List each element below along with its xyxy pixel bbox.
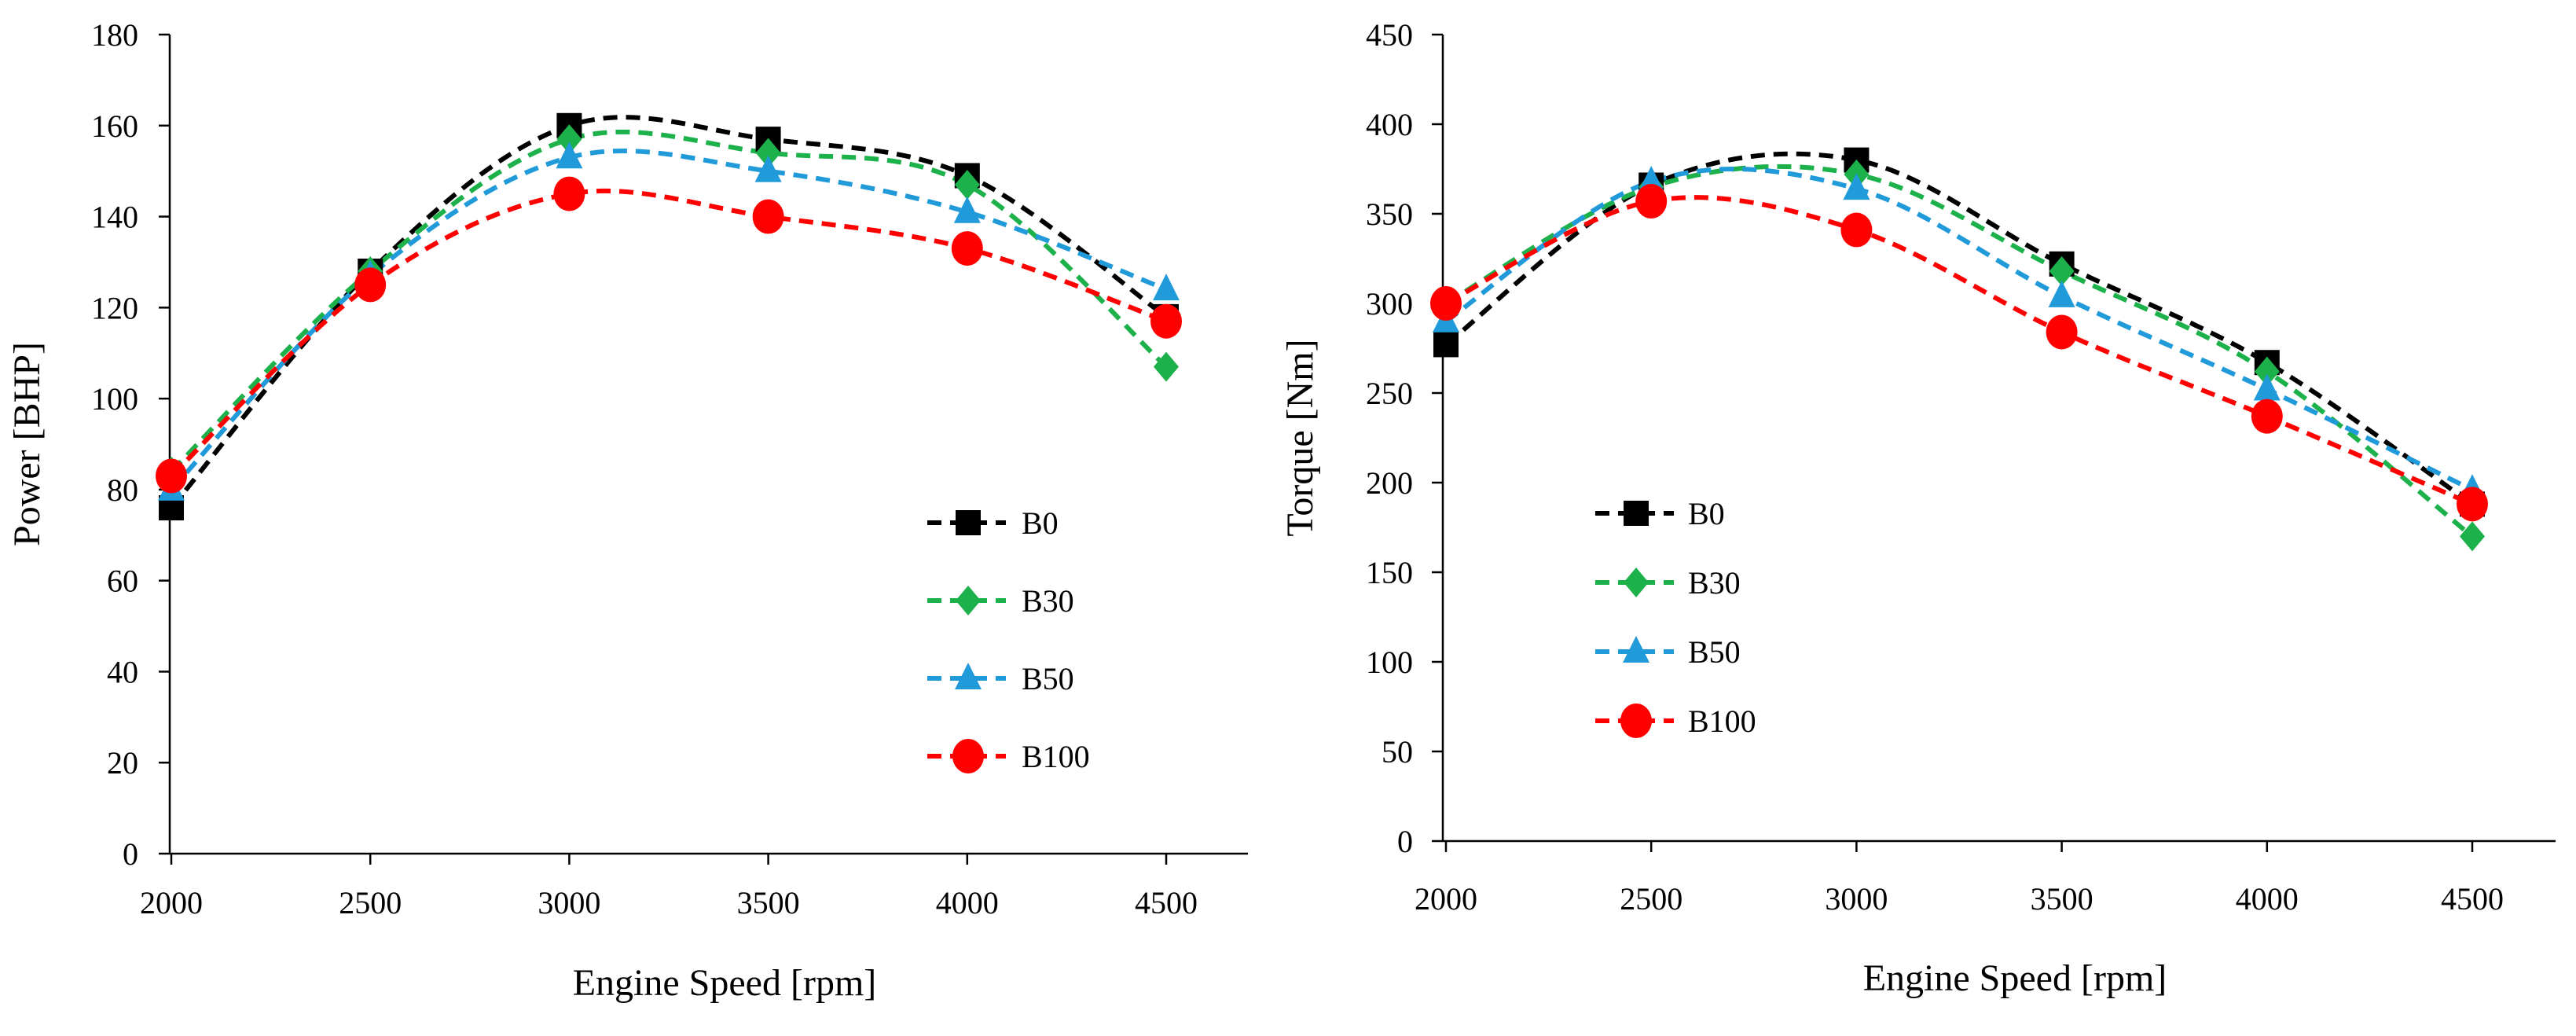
series-line-b0 [169, 115, 1168, 509]
y-tick-label: 50 [1382, 734, 1413, 770]
legend-marker-b30 [1624, 568, 1649, 597]
legend-label-b100: B100 [1022, 739, 1090, 774]
x-tick-label: 3500 [737, 885, 800, 920]
series-line-b50 [169, 149, 1168, 491]
y-tick-label: 400 [1366, 107, 1413, 142]
data-point-b50 [754, 155, 782, 182]
y-tick-label: 0 [1397, 824, 1413, 859]
legend: B0 B30 B50 B100 [927, 505, 1090, 774]
series-line-b100 [1444, 195, 2474, 507]
x-tick-label: 3000 [538, 885, 600, 920]
y-tick-label: 350 [1366, 197, 1413, 232]
y-tick-label: 0 [123, 836, 138, 872]
series-line-b30 [169, 129, 1169, 473]
data-point-b100 [1150, 303, 1182, 339]
x-tick-label: 2500 [1620, 881, 1682, 917]
x-axis-title: Engine Speed [rpm] [1863, 957, 2167, 999]
legend-marker-b50 [955, 663, 982, 689]
legend-label-b30: B30 [1688, 565, 1741, 601]
x-tick-label: 2000 [140, 885, 203, 920]
data-point-b50 [1153, 274, 1180, 301]
data-point-b100 [156, 458, 187, 494]
y-tick-label: 20 [107, 745, 138, 781]
y-axis-title: Torque [Nm] [1279, 339, 1321, 536]
chart-panel-1: 0 20 40 60 80 100 120 140 160 180 2000 2500 3000 3500… [6, 17, 1248, 1004]
data-point-b100 [2457, 487, 2488, 522]
data-point-b100 [2046, 314, 2078, 350]
data-point-b100 [2251, 399, 2283, 434]
data-point-b100 [1430, 286, 1462, 321]
legend-marker-b100 [1620, 704, 1652, 738]
legend-label-b30: B30 [1022, 583, 1074, 619]
legend-label-b100: B100 [1688, 704, 1756, 739]
series-line-b50 [1444, 167, 2474, 492]
x-tick-label: 4500 [1135, 885, 1198, 920]
data-point-b30 [1154, 351, 1179, 382]
x-tick-label: 4000 [2236, 881, 2299, 917]
legend-label-b50: B50 [1022, 661, 1074, 696]
y-tick-label: 80 [107, 472, 138, 508]
legend-marker-b0 [1624, 501, 1649, 526]
x-tick-label: 4000 [936, 885, 999, 920]
legend-marker-b0 [956, 510, 981, 535]
y-tick-label: 200 [1366, 465, 1413, 501]
data-point-b100 [752, 199, 784, 234]
x-tick-label: 3500 [2031, 881, 2093, 917]
data-point-b100 [1635, 184, 1668, 219]
legend: B0 B30 B50 B100 [1595, 496, 1756, 739]
data-point-b50 [953, 196, 981, 223]
y-tick-label: 100 [1366, 645, 1413, 680]
y-tick-label: 120 [91, 290, 138, 325]
data-point-b100 [553, 176, 585, 211]
y-tick-label: 300 [1366, 286, 1413, 321]
series-line-b30 [1444, 163, 2474, 538]
data-point-b30 [2254, 356, 2280, 387]
x-tick-label: 2000 [1415, 881, 1477, 917]
data-point-b30 [556, 124, 582, 155]
data-point-b100 [1840, 212, 1873, 248]
y-axis-title: Power [BHP] [6, 342, 48, 546]
y-tick-label: 250 [1366, 376, 1413, 411]
series-line-b100 [169, 188, 1168, 478]
legend-marker-b30 [956, 586, 981, 615]
legend-marker-b100 [952, 739, 984, 773]
data-point-b100 [354, 267, 387, 303]
chart-panel-2: 0 50 100 150 200 250 300 350 400 450 2000 2500 3000 3… [1279, 17, 2556, 999]
x-tick-label: 3000 [1825, 881, 1888, 917]
series-line-b0 [1444, 151, 2474, 506]
legend-marker-b50 [1623, 636, 1649, 663]
y-tick-label: 140 [91, 200, 138, 235]
data-point-b30 [2460, 521, 2485, 552]
data-point-b100 [951, 231, 983, 266]
x-tick-label: 4500 [2441, 881, 2504, 917]
y-tick-label: 100 [91, 381, 138, 417]
data-point-b50 [2048, 280, 2075, 307]
y-tick-label: 150 [1366, 555, 1413, 590]
data-point-b50 [2253, 373, 2281, 401]
data-point-b50 [1843, 173, 1870, 200]
x-axis-title: Engine Speed [rpm] [573, 962, 877, 1004]
legend-label-b50: B50 [1688, 634, 1741, 670]
y-tick-label: 60 [107, 564, 138, 599]
data-point-b30 [755, 138, 781, 168]
y-tick-label: 160 [91, 108, 138, 144]
legend-label-b0: B0 [1022, 505, 1059, 541]
y-tick-label: 450 [1366, 17, 1413, 53]
data-point-b50 [556, 141, 583, 169]
y-tick-label: 180 [91, 17, 138, 53]
y-tick-label: 40 [107, 654, 138, 689]
data-point-b0 [1433, 332, 1459, 358]
data-point-b30 [954, 170, 980, 200]
x-tick-label: 2500 [339, 885, 402, 920]
data-point-b30 [2049, 255, 2075, 286]
legend-label-b0: B0 [1688, 496, 1725, 531]
